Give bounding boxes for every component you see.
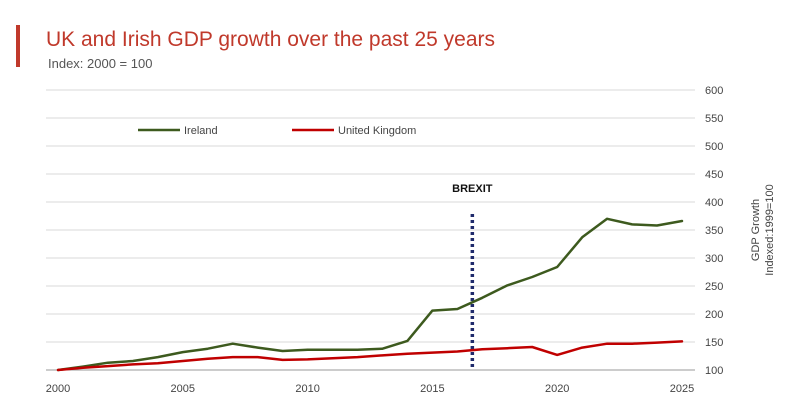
legend: Ireland United Kingdom	[138, 125, 416, 137]
y-tick-label: 400	[705, 197, 723, 209]
y-tick-label: 150	[705, 337, 723, 349]
legend-label-united-kingdom: United Kingdom	[338, 125, 416, 137]
x-tick-label: 2025	[670, 383, 694, 395]
chart-subtitle: Index: 2000 = 100	[48, 56, 153, 71]
brexit-annotation-label: BREXIT	[452, 183, 493, 195]
y-tick-label: 200	[705, 309, 723, 321]
series-line-united-kingdom	[56, 340, 684, 372]
series-lines	[56, 217, 684, 372]
y-tick-label: 100	[705, 365, 723, 377]
y-axis-label-line: Indexed:1999=100	[764, 184, 776, 275]
x-tick-label: 2015	[420, 383, 444, 395]
x-tick-label: 2005	[171, 383, 195, 395]
y-axis-ticks: 100 150 200 250 300 350 400 450 500 550 600	[705, 85, 723, 377]
y-axis-label-line: GDP Growth	[750, 199, 762, 261]
x-axis-ticks: 2000 2005 2010 2015 2020 2025	[46, 383, 694, 395]
y-tick-label: 550	[705, 113, 723, 125]
x-tick-label: 2000	[46, 383, 70, 395]
chart-title: UK and Irish GDP growth over the past 25…	[46, 28, 495, 51]
y-tick-label: 600	[705, 85, 723, 97]
x-tick-label: 2020	[545, 383, 569, 395]
y-tick-label: 350	[705, 225, 723, 237]
y-axis-label: GDP Growth Indexed:1999=100	[750, 184, 776, 275]
y-tick-label: 250	[705, 281, 723, 293]
y-tick-label: 450	[705, 169, 723, 181]
series-line-ireland	[56, 217, 684, 372]
annotations: BREXIT	[452, 183, 493, 370]
y-tick-label: 500	[705, 141, 723, 153]
y-tick-label: 300	[705, 253, 723, 265]
gridlines	[46, 89, 695, 371]
x-tick-label: 2010	[295, 383, 319, 395]
legend-label-ireland: Ireland	[184, 125, 218, 137]
title-accent-bar	[16, 25, 20, 67]
